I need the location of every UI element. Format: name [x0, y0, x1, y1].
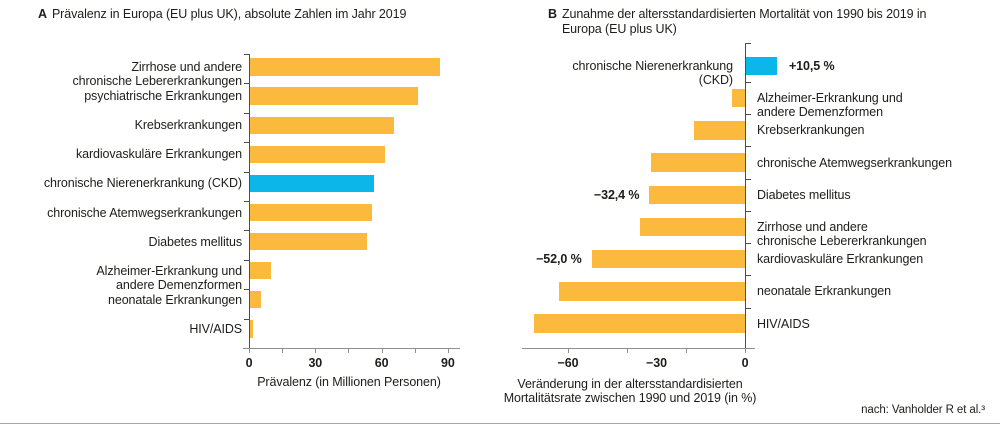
bar-kardiovaskul-re-erkrankungen [250, 145, 385, 163]
category-label-chronische-atemwegserkrankungen: chronische Atemwegserkrankungen [757, 155, 952, 170]
panel-b-xtick-label: 0 [741, 356, 749, 370]
bar-chronische-nierenerkrankung-ckd [746, 56, 777, 76]
panel-b-letter: B [548, 7, 557, 21]
panel-a-category-tick [244, 201, 249, 202]
panel-a-xtick-label: 90 [441, 356, 455, 370]
panel-a-title-text: Prävalenz in Europa (EU plus UK), absolu… [51, 7, 407, 21]
panel-a-category-tick [244, 259, 249, 261]
source-note: nach: Vanholder R et al.³ [861, 404, 985, 416]
bar-chronische-nierenerkrankung-ckd [250, 174, 374, 193]
panel-b-category-tick [746, 114, 751, 116]
panel-b-category-tick [746, 43, 751, 44]
category-label-hiv-aids: HIV/AIDS [757, 316, 810, 331]
panel-a-category-tick [244, 83, 249, 85]
panel-b-value-axis [522, 348, 755, 349]
category-label-diabetes-mellitus: Diabetes mellitus [757, 187, 851, 202]
panel-b-category-tick [746, 275, 751, 277]
panel-a-letter: A [38, 7, 47, 21]
bar-neonatale-erkrankungen [250, 291, 262, 309]
category-label-chronische-nierenerkrankung-ckd: chronische Nierenerkrankung (CKD) [572, 58, 733, 87]
category-label-neonatale-erkrankungen: neonatale Erkrankungen [107, 292, 242, 307]
value-annotation-kardiovaskul-re-erkrankungen: −52,0 % [536, 252, 582, 267]
panel-b-xtick-label: −60 [557, 356, 579, 370]
category-label-alzheimer-erkrankung-und-andere-demenzformen: Alzheimer-Erkrankung und andere Demenzfo… [96, 263, 242, 292]
category-label-alzheimer-erkrankung-und-andere-demenzformen: Alzheimer-Erkrankung und andere Demenzfo… [757, 91, 903, 120]
category-label-zirrhose-und-andere-chronische-lebererkrankungen: Zirrhose und andere chronische Lebererkr… [72, 60, 242, 88]
panel-b-category-tick [746, 243, 751, 245]
category-label-zirrhose-und-andere-chronische-lebererkrankungen: Zirrhose und andere chronische Lebererkr… [757, 220, 927, 248]
panel-a-value-axis [243, 348, 460, 349]
panel-b-xtick [686, 348, 687, 353]
panel-b-xtick [745, 348, 746, 353]
category-label-chronische-atemwegserkrankungen: chronische Atemwegserkrankungen [47, 205, 242, 220]
category-label-psychiatrische-erkrankungen: psychiatrische Erkrankungen [84, 89, 242, 104]
panel-b-xtick-label: −30 [646, 356, 667, 370]
panel-b-zero-axis [745, 43, 746, 348]
panel-b-title-line1: Zunahme der altersstandardisierten Morta… [561, 7, 927, 21]
panel-a-xtick-label: 30 [308, 356, 323, 370]
category-label-hiv-aids: HIV/AIDS [189, 321, 242, 336]
panel-b-category-tick [746, 146, 751, 148]
panel-b-title-text: Zunahme der altersstandardisierten Morta… [561, 7, 927, 37]
panel-b-xaxis-label-line2: Mortalitätsrate zwischen 1990 und 2019 (… [503, 391, 757, 405]
panel-b-category-tick [746, 307, 751, 309]
bar-zirrhose-und-andere-chronische-lebererkrankungen [640, 217, 745, 237]
bar-krebserkrankungen [250, 116, 394, 134]
panel-a-xtick [315, 348, 317, 353]
panel-a-xtick [348, 348, 350, 353]
panel-a-xtick [282, 348, 284, 353]
category-label-kardiovaskul-re-erkrankungen: kardiovaskuläre Erkrankungen [757, 252, 924, 267]
bar-hiv-aids [250, 320, 254, 338]
panel-a-category-axis [249, 54, 250, 348]
bar-diabetes-mellitus [250, 232, 368, 251]
panel-a-xtick-label: 60 [374, 356, 389, 370]
panel-a-category-tick [244, 112, 249, 114]
panel-b-xaxis-label-line1: Veränderung in der altersstandardisierte… [517, 377, 743, 391]
panel-a-xtick [414, 348, 416, 353]
bar-kardiovaskul-re-erkrankungen [591, 249, 745, 269]
panel-a-category-tick [244, 142, 249, 144]
panel-a-xtick [381, 348, 383, 353]
panel-a-category-tick [244, 171, 249, 173]
value-annotation-chronische-nierenerkrankung-ckd: +10,5 % [788, 58, 835, 73]
category-label-chronische-nierenerkrankung-ckd: chronische Nierenerkrankung (CKD) [43, 176, 242, 191]
panel-a-xtick [447, 348, 449, 353]
bar-alzheimer-erkrankung-und-andere-demenzformen [732, 88, 745, 108]
panel-a-category-tick [244, 230, 249, 232]
category-label-neonatale-erkrankungen: neonatale Erkrankungen [757, 284, 892, 299]
panel-b-xtick [568, 348, 569, 353]
category-label-kardiovaskul-re-erkrankungen: kardiovaskuläre Erkrankungen [75, 147, 242, 162]
panel-b-category-tick [746, 210, 751, 212]
bar-zirrhose-und-andere-chronische-lebererkrankungen [250, 58, 441, 76]
category-label-krebserkrankungen: Krebserkrankungen [134, 118, 243, 133]
category-label-diabetes-mellitus: Diabetes mellitus [148, 234, 243, 249]
category-label-krebserkrankungen: Krebserkrankungen [757, 123, 865, 138]
panel-b-category-tick [746, 178, 751, 180]
panel-a-category-tick [244, 318, 249, 320]
panel-a-title: A Prävalenz in Europa (EU plus UK), abso… [38, 7, 406, 22]
bar-neonatale-erkrankungen [559, 282, 745, 301]
panel-b-title: B Zunahme der altersstandardisierten Mor… [548, 7, 926, 37]
panel-a-category-tick [244, 289, 249, 291]
bar-alzheimer-erkrankung-und-andere-demenzformen [250, 262, 271, 280]
value-annotation-diabetes-mellitus: −32,4 % [593, 187, 640, 202]
bar-diabetes-mellitus [649, 185, 745, 204]
bar-krebserkrankungen [694, 121, 745, 140]
panel-b-category-tick [746, 81, 751, 83]
panel-b-title-line2: Europa (EU plus UK) [561, 22, 677, 36]
bar-psychiatrische-erkrankungen [250, 87, 418, 105]
panel-b-xaxis-label: Veränderung in der altersstandardisierte… [500, 377, 760, 405]
panel-a-category-tick [244, 54, 249, 55]
bottom-divider [0, 423, 1000, 424]
bar-hiv-aids [534, 314, 745, 333]
panel-a-xtick [249, 348, 250, 353]
panel-b-xtick [627, 348, 628, 353]
panel-a-xtick-label: 0 [245, 356, 253, 370]
panel-a-xaxis-label: Prävalenz (in Millionen Personen) [257, 375, 441, 389]
bar-chronische-atemwegserkrankungen [651, 153, 745, 172]
bar-chronische-atemwegserkrankungen [250, 203, 372, 222]
